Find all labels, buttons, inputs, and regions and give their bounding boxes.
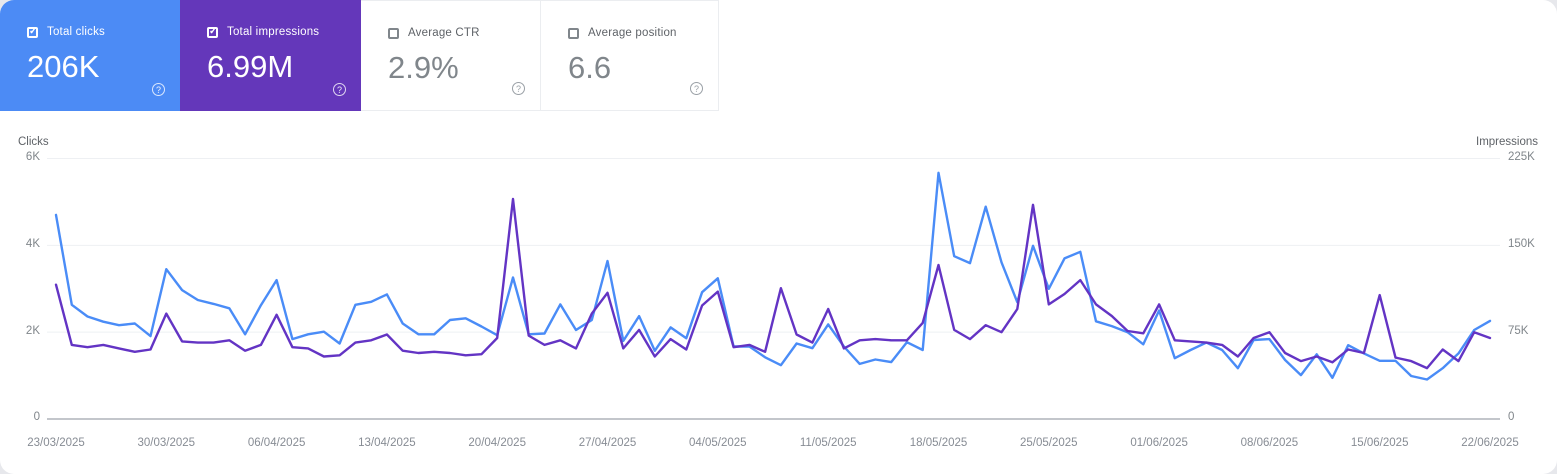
- average-ctr-card-header: Average CTR: [388, 27, 480, 39]
- right-axis-tick: 0: [1508, 411, 1515, 423]
- average-position-card[interactable]: Average position 6.6 ?: [541, 0, 719, 111]
- x-axis-label: 13/04/2025: [358, 437, 416, 449]
- clicks-line: [54, 171, 1492, 381]
- total-clicks-card-header: Total clicks: [27, 26, 105, 38]
- left-axis-title: Clicks: [18, 136, 49, 148]
- x-axis-label: 20/04/2025: [468, 437, 526, 449]
- card-label: Average CTR: [408, 27, 480, 39]
- right-axis-tick: 225K: [1508, 151, 1535, 163]
- x-axis-label: 04/05/2025: [689, 437, 747, 449]
- left-axis-tick: 4K: [25, 238, 40, 250]
- x-axis-label: 25/05/2025: [1020, 437, 1078, 449]
- average-position-card-header: Average position: [568, 27, 677, 39]
- card-label: Total clicks: [47, 26, 105, 38]
- x-axis-label: 22/06/2025: [1461, 437, 1519, 449]
- total-impressions-card[interactable]: Total impressions 6.99M ?: [180, 0, 361, 111]
- left-axis-tick: 6K: [25, 151, 40, 163]
- x-axis-label: 15/06/2025: [1351, 437, 1409, 449]
- x-axis-label: 06/04/2025: [248, 437, 306, 449]
- help-icon[interactable]: ?: [152, 83, 165, 96]
- left-axis-tick: 0: [33, 411, 40, 423]
- total-impressions-card-header: Total impressions: [207, 26, 319, 38]
- right-axis-title: Impressions: [1476, 136, 1538, 148]
- average-ctr-card[interactable]: Average CTR 2.9% ?: [361, 0, 541, 111]
- left-axis-tick: 2K: [25, 325, 40, 337]
- x-axis-label: 01/06/2025: [1130, 437, 1188, 449]
- right-axis-tick: 150K: [1508, 238, 1535, 250]
- average-ctr-value: 2.9%: [388, 50, 459, 85]
- total-clicks-value: 206K: [27, 49, 100, 84]
- metric-cards-row: Total clicks 206K ? Total impressions 6.…: [0, 0, 719, 111]
- checkbox-unchecked-icon[interactable]: [568, 27, 579, 39]
- x-axis-label: 30/03/2025: [138, 437, 196, 449]
- performance-chart[interactable]: 23/03/2025 30/03/2025 06/04/2025 13/04/2025…: [0, 129, 1557, 474]
- checkbox-checked-icon[interactable]: [27, 26, 38, 38]
- checkbox-unchecked-icon[interactable]: [388, 27, 399, 39]
- card-label: Average position: [588, 27, 677, 39]
- x-axis-label: 23/03/2025: [27, 437, 85, 449]
- help-icon[interactable]: ?: [333, 83, 346, 96]
- x-axis-label: 27/04/2025: [579, 437, 637, 449]
- x-axis-label: 11/05/2025: [800, 437, 857, 449]
- x-axis-label: 18/05/2025: [910, 437, 968, 449]
- total-clicks-card[interactable]: Total clicks 206K ?: [0, 0, 180, 111]
- average-position-value: 6.6: [568, 50, 612, 85]
- card-label: Total impressions: [227, 26, 320, 38]
- help-icon[interactable]: ?: [512, 82, 525, 95]
- help-icon[interactable]: ?: [690, 82, 703, 95]
- checkbox-checked-icon[interactable]: [207, 26, 218, 38]
- total-impressions-value: 6.99M: [207, 49, 294, 84]
- x-axis-label: 08/06/2025: [1241, 437, 1299, 449]
- right-axis-tick: 75K: [1508, 325, 1529, 337]
- impressions-line: [54, 197, 1492, 370]
